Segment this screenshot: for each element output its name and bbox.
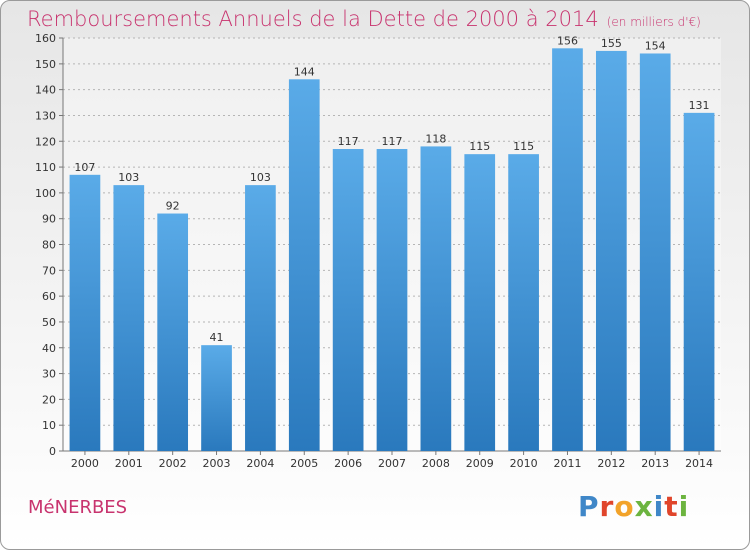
y-tick-label: 130 — [35, 109, 56, 122]
y-tick-label: 150 — [35, 58, 56, 71]
data-label: 115 — [513, 140, 534, 153]
x-tick-label: 2001 — [115, 457, 143, 470]
bar — [113, 185, 145, 451]
bar — [639, 53, 671, 452]
y-tick-label: 120 — [35, 135, 56, 148]
x-tick-label: 2008 — [422, 457, 450, 470]
data-label: 156 — [557, 34, 578, 47]
y-tick-label: 110 — [35, 161, 56, 174]
logo-letter: P — [578, 490, 600, 523]
logo-letter: i — [653, 490, 665, 523]
y-tick-label: 90 — [42, 213, 56, 226]
commune-name: MéNERBES — [28, 497, 128, 518]
data-label: 117 — [382, 135, 403, 148]
x-tick-label: 2013 — [641, 457, 669, 470]
data-label: 155 — [601, 37, 622, 50]
data-label: 41 — [210, 331, 224, 344]
bar — [376, 148, 408, 451]
bar — [288, 79, 320, 452]
x-tick-label: 2003 — [203, 457, 231, 470]
y-tick-label: 160 — [35, 32, 56, 45]
data-label: 118 — [425, 132, 446, 145]
x-tick-label: 2010 — [510, 457, 538, 470]
x-tick-label: 2000 — [71, 457, 99, 470]
bar — [595, 50, 627, 451]
bar — [508, 154, 539, 451]
data-label: 131 — [689, 99, 710, 112]
x-tick-label: 2002 — [159, 457, 187, 470]
chart-subtitle: (en milliers d'€) — [606, 15, 701, 29]
logo-letter: t — [664, 490, 679, 523]
data-label: 107 — [74, 161, 95, 174]
bar — [157, 213, 189, 451]
bar — [201, 345, 232, 451]
chart-title-text: Remboursements Annuels de la Dette de 20… — [27, 7, 599, 31]
bar — [464, 154, 496, 451]
data-label: 103 — [250, 171, 271, 184]
data-label: 103 — [118, 171, 139, 184]
chart-title: Remboursements Annuels de la Dette de 20… — [27, 7, 701, 31]
logo-letter: o — [614, 490, 635, 523]
logo-letter: i — [678, 490, 690, 523]
data-label: 154 — [645, 39, 666, 52]
logo-letter: r — [599, 490, 615, 523]
y-tick-label: 30 — [42, 368, 56, 381]
data-label: 117 — [338, 135, 359, 148]
data-label: 144 — [294, 65, 315, 78]
bar — [245, 185, 276, 451]
bar — [683, 112, 715, 451]
y-tick-label: 50 — [42, 316, 56, 329]
logo-letter: x — [634, 490, 654, 523]
x-tick-label: 2012 — [597, 457, 625, 470]
proxiti-logo[interactable]: Proxiti — [578, 490, 689, 523]
bar — [552, 48, 583, 451]
y-tick-label: 140 — [35, 84, 56, 97]
y-tick-label: 80 — [42, 239, 56, 252]
y-tick-label: 70 — [42, 264, 56, 277]
x-tick-label: 2014 — [685, 457, 713, 470]
bar — [332, 148, 364, 451]
x-tick-label: 2007 — [378, 457, 406, 470]
y-tick-label: 0 — [49, 445, 56, 458]
y-tick-label: 20 — [42, 393, 56, 406]
data-label: 92 — [166, 200, 180, 213]
x-tick-label: 2011 — [553, 457, 581, 470]
bar — [420, 146, 452, 451]
y-tick-label: 60 — [42, 290, 56, 303]
x-tick-label: 2005 — [290, 457, 318, 470]
data-label: 115 — [469, 140, 490, 153]
y-tick-label: 10 — [42, 419, 56, 432]
x-tick-label: 2004 — [246, 457, 274, 470]
x-tick-label: 2009 — [466, 457, 494, 470]
x-tick-label: 2006 — [334, 457, 362, 470]
y-tick-label: 40 — [42, 342, 56, 355]
bar — [69, 174, 101, 451]
y-tick-label: 100 — [35, 187, 56, 200]
